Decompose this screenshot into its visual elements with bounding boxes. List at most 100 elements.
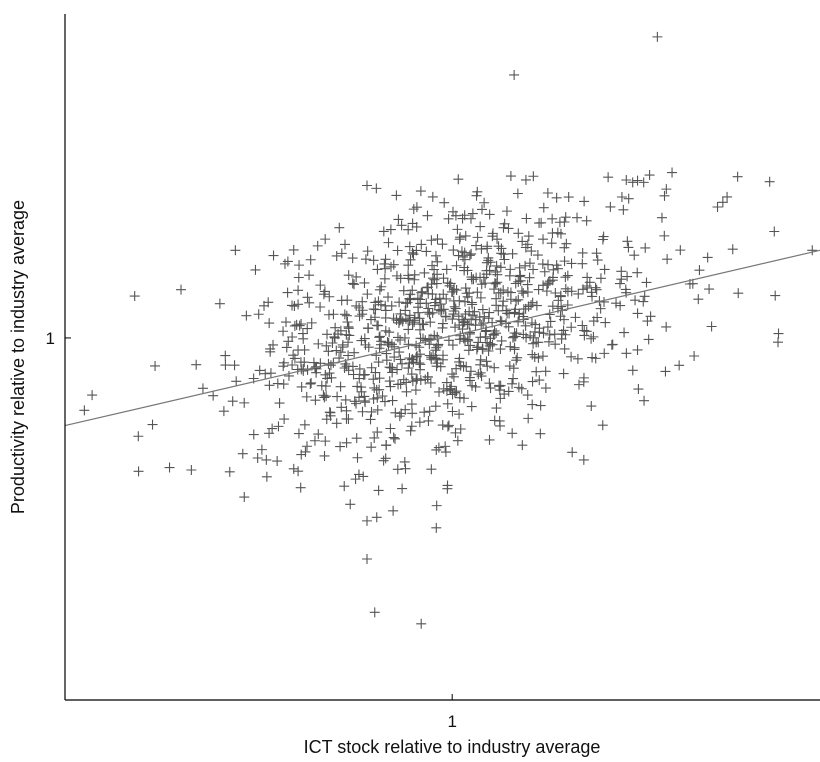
data-point bbox=[455, 423, 466, 434]
data-point bbox=[441, 293, 452, 304]
data-point bbox=[577, 258, 588, 269]
data-point bbox=[484, 378, 495, 389]
data-point bbox=[386, 300, 397, 311]
data-point bbox=[485, 383, 496, 394]
data-point bbox=[379, 273, 390, 284]
data-point bbox=[592, 255, 603, 266]
data-point bbox=[388, 505, 399, 516]
data-point bbox=[260, 368, 271, 379]
data-point bbox=[394, 347, 405, 358]
data-point bbox=[295, 482, 306, 493]
data-point bbox=[489, 330, 500, 341]
data-point bbox=[487, 339, 498, 350]
data-point bbox=[459, 316, 470, 327]
data-point bbox=[572, 353, 583, 364]
data-point bbox=[483, 255, 494, 266]
data-point bbox=[369, 607, 380, 618]
data-point bbox=[546, 238, 557, 249]
data-point bbox=[533, 284, 544, 295]
data-point bbox=[543, 278, 554, 289]
data-point bbox=[380, 453, 391, 464]
data-point bbox=[419, 267, 430, 278]
data-point bbox=[582, 272, 593, 283]
data-point bbox=[632, 344, 643, 355]
data-point bbox=[387, 395, 398, 406]
data-point bbox=[299, 344, 310, 355]
data-point bbox=[409, 312, 420, 323]
data-point bbox=[253, 309, 264, 320]
data-point bbox=[389, 352, 400, 363]
data-point bbox=[332, 391, 343, 402]
data-point bbox=[302, 323, 313, 334]
data-point bbox=[504, 361, 515, 372]
data-point bbox=[493, 241, 504, 252]
data-point bbox=[452, 224, 463, 235]
trend-line bbox=[64, 249, 820, 427]
data-point bbox=[621, 348, 632, 359]
data-point bbox=[508, 363, 519, 374]
data-point bbox=[229, 360, 240, 371]
data-point bbox=[412, 351, 423, 362]
data-point bbox=[354, 363, 365, 374]
data-point bbox=[384, 376, 395, 387]
data-point bbox=[400, 463, 411, 474]
data-point bbox=[544, 329, 555, 340]
data-point bbox=[360, 254, 371, 265]
data-point bbox=[538, 280, 549, 291]
data-point bbox=[296, 381, 307, 392]
data-point bbox=[278, 379, 289, 390]
data-point bbox=[301, 441, 312, 452]
data-point bbox=[531, 366, 542, 377]
data-point bbox=[443, 213, 454, 224]
data-point bbox=[481, 265, 492, 276]
data-point bbox=[513, 382, 524, 393]
data-point bbox=[248, 429, 259, 440]
data-point bbox=[268, 250, 279, 261]
data-point bbox=[395, 334, 406, 345]
data-point bbox=[562, 270, 573, 281]
data-point bbox=[551, 260, 562, 271]
data-point bbox=[693, 294, 704, 305]
data-point bbox=[528, 171, 539, 182]
data-point bbox=[425, 377, 436, 388]
data-point bbox=[578, 454, 589, 465]
data-point bbox=[543, 259, 554, 270]
data-point bbox=[541, 286, 552, 297]
data-point bbox=[337, 339, 348, 350]
point-layer bbox=[79, 31, 818, 629]
data-point bbox=[427, 191, 438, 202]
data-point bbox=[378, 226, 389, 237]
data-point bbox=[341, 437, 352, 448]
data-point bbox=[411, 340, 422, 351]
data-point bbox=[306, 377, 317, 388]
data-point bbox=[487, 228, 498, 239]
data-point bbox=[513, 228, 524, 239]
data-point bbox=[354, 392, 365, 403]
data-point bbox=[621, 287, 632, 298]
data-point bbox=[515, 270, 526, 281]
data-point bbox=[388, 432, 399, 443]
data-point bbox=[590, 282, 601, 293]
data-point bbox=[441, 385, 452, 396]
data-point bbox=[491, 403, 502, 414]
data-point bbox=[528, 264, 539, 275]
data-point bbox=[520, 320, 531, 331]
data-point bbox=[298, 333, 309, 344]
data-point bbox=[418, 319, 429, 330]
data-point bbox=[363, 342, 374, 353]
data-point bbox=[639, 291, 650, 302]
data-point bbox=[704, 284, 715, 295]
data-point bbox=[460, 309, 471, 320]
data-point bbox=[440, 311, 451, 322]
data-point bbox=[702, 252, 713, 263]
data-point bbox=[632, 308, 643, 319]
data-point bbox=[591, 248, 602, 259]
data-point bbox=[254, 365, 265, 376]
data-point bbox=[406, 421, 417, 432]
data-point bbox=[407, 408, 418, 419]
data-point bbox=[545, 316, 556, 327]
y-tick-label: 1 bbox=[46, 329, 55, 348]
data-point bbox=[321, 414, 332, 425]
data-point bbox=[538, 234, 549, 245]
data-point bbox=[376, 336, 387, 347]
